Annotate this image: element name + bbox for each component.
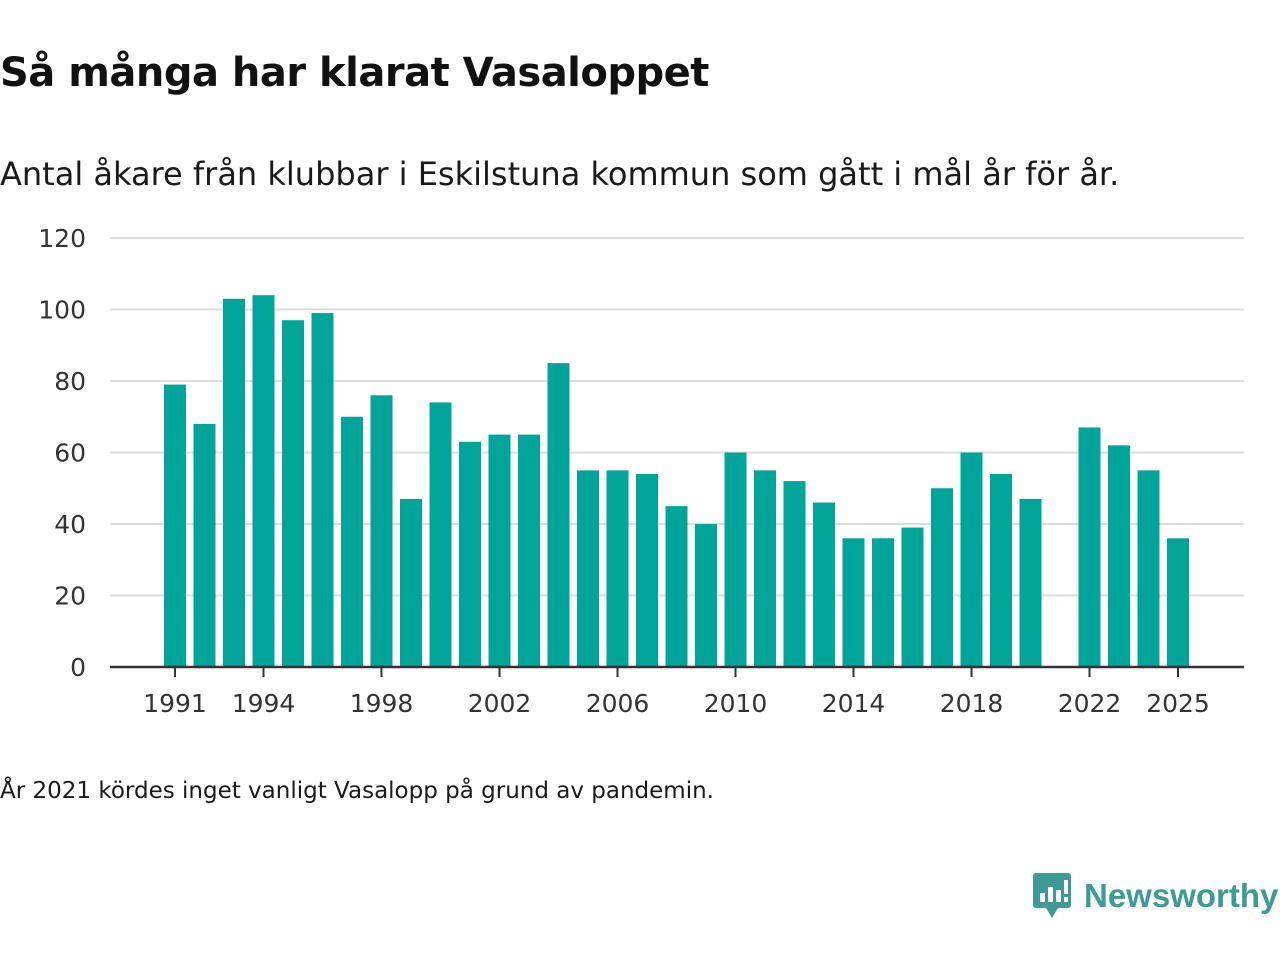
- bar-2015: [872, 538, 894, 667]
- bar-2016: [901, 527, 924, 667]
- bar-2022: [1078, 427, 1101, 667]
- x-tick-label-2022: 2022: [1058, 689, 1122, 718]
- chart-subtitle: Antal åkare från klubbar i Eskilstuna ko…: [0, 155, 1120, 193]
- bar-2007: [636, 473, 658, 667]
- bar-2005: [577, 470, 599, 667]
- y-tick-label-80: 80: [54, 367, 86, 396]
- y-tick-label-0: 0: [70, 653, 86, 682]
- chart-title: Så många har klarat Vasaloppet: [0, 50, 709, 96]
- newsworthy-brand: Newsworthy: [1032, 870, 1278, 922]
- bar-2008: [665, 506, 688, 667]
- x-tick-label-2010: 2010: [704, 689, 768, 718]
- bar-2002: [488, 434, 511, 667]
- bar-2020: [1019, 498, 1042, 667]
- x-tick-label-2018: 2018: [940, 689, 1004, 718]
- bar-1993: [223, 298, 245, 667]
- y-tick-label-100: 100: [38, 296, 86, 325]
- bar-1996: [311, 313, 334, 667]
- bar-2001: [459, 441, 481, 667]
- bar-2003: [518, 434, 540, 667]
- x-tick-label-2014: 2014: [822, 689, 886, 718]
- x-tick-label-1994: 1994: [232, 689, 296, 718]
- x-tick-label-2006: 2006: [586, 689, 650, 718]
- y-tick-label-20: 20: [54, 582, 86, 611]
- bar-2010: [724, 452, 747, 667]
- bar-2018: [960, 452, 983, 667]
- bar-1999: [400, 498, 422, 667]
- y-tick-label-120: 120: [38, 224, 86, 253]
- y-tick-label-60: 60: [54, 439, 86, 468]
- bar-2014: [842, 538, 865, 667]
- bar-2012: [783, 481, 806, 667]
- bar-1998: [370, 395, 393, 667]
- bar-1994: [252, 295, 275, 667]
- x-tick-label-2002: 2002: [468, 689, 532, 718]
- x-tick-label-2025: 2025: [1146, 689, 1210, 718]
- x-axis: [110, 665, 1244, 677]
- x-tick-label-1998: 1998: [350, 689, 414, 718]
- y-tick-label-40: 40: [54, 510, 86, 539]
- bar-2019: [990, 473, 1012, 667]
- bar-2017: [931, 488, 953, 667]
- brand-name: Newsworthy: [1084, 877, 1279, 914]
- bars: [164, 295, 1189, 667]
- bar-2011: [754, 470, 776, 667]
- bar-chart: 0 20 40 60 80 100 120 1991 1994 1998 2002 2006 2010…: [38, 224, 1244, 718]
- bar-2025: [1167, 538, 1189, 667]
- bar-2024: [1137, 470, 1160, 667]
- bar-1995: [282, 320, 304, 667]
- bar-2006: [606, 470, 629, 667]
- bar-1992: [193, 423, 216, 667]
- newsworthy-logo-icon: [1033, 873, 1071, 918]
- bar-2013: [813, 502, 835, 667]
- bar-2009: [695, 524, 717, 667]
- bar-1991: [164, 384, 186, 667]
- x-tick-label-1991: 1991: [143, 689, 207, 718]
- y-axis-tick-labels: 0 20 40 60 80 100 120: [38, 224, 86, 682]
- bar-2004: [547, 363, 570, 667]
- footnote: År 2021 kördes inget vanligt Vasalopp på…: [0, 778, 714, 804]
- x-axis-tick-labels: 1991 1994 1998 2002 2006 2010 2014 2018 2022 2025: [143, 689, 1210, 718]
- bar-2000: [429, 402, 452, 667]
- bar-1997: [341, 416, 363, 667]
- bar-2023: [1108, 445, 1130, 667]
